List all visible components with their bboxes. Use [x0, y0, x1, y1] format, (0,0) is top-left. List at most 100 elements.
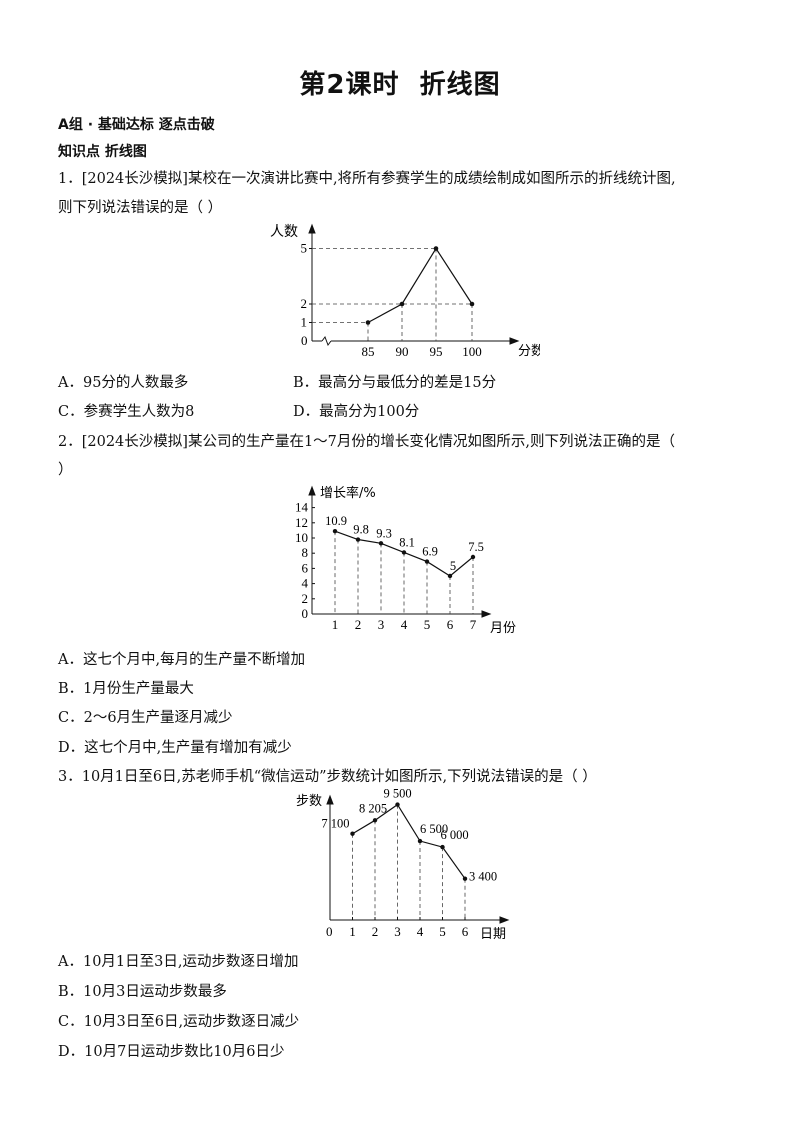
chart2-y-tick-label: 10	[295, 530, 308, 545]
chart1-point	[365, 320, 371, 325]
chart2-x-tick-label: 2	[355, 617, 362, 632]
chart2-y-tick-label: 4	[302, 576, 309, 591]
chart3-point	[417, 838, 423, 844]
chart3-point	[372, 818, 378, 823]
chart3-x-tick-label: 6	[462, 924, 469, 939]
chart3-point	[462, 876, 468, 881]
chart1-point	[469, 301, 475, 307]
chart3-data-label: 6 000	[441, 828, 469, 842]
chart1-x-tick-label: 85	[362, 344, 375, 359]
chart-1: 85 90 95 100 1 2 5 人数 分数 0	[270, 223, 540, 359]
q2-option-a: A．这七个月中,每月的生产量不断增加	[58, 652, 306, 668]
chart1-point	[433, 246, 439, 251]
group-heading: A组 · 基础达标 逐点击破	[58, 117, 215, 133]
chart2-ylabel: 增长率/%	[320, 485, 376, 501]
chart3-x-tick-label: 4	[417, 924, 424, 939]
chart2-data-label: 5	[450, 559, 456, 573]
chart2-y-tick-label: 12	[295, 515, 308, 530]
chart2-point	[424, 559, 430, 564]
chart3-xlabel: 日期	[480, 927, 506, 942]
chart3-point	[440, 844, 445, 850]
chart3-data-label: 7 100	[321, 817, 349, 831]
chart3-point	[350, 831, 355, 836]
chart1-y-tick-label: 5	[301, 241, 308, 256]
chart3-data-label: 8 205	[359, 801, 387, 815]
chart3-series-line	[352, 803, 466, 880]
chart2-point	[470, 554, 476, 560]
chart3-ylabel: 步数	[296, 794, 322, 809]
chart3-x-tick-label: 1	[349, 924, 356, 939]
q3-option-a: A．10月1日至3日,运动步数逐日增加	[58, 954, 299, 970]
chart2-y-arrow	[308, 485, 316, 496]
q2-option-b: B．1月份生产量最大	[58, 681, 194, 697]
lesson-label: 第2课时	[299, 70, 400, 100]
chart1-point	[399, 301, 405, 307]
q3-stem-line1: 3．10月1日至6日,苏老师手机“微信运动”步数统计如图所示,下列说法错误的是（…	[58, 769, 597, 785]
q2-option-c: C．2～6月生产量逐月减少	[58, 710, 233, 726]
chart3-x-tick-label: 3	[394, 924, 401, 939]
chart1-y-arrow	[308, 223, 316, 234]
chart2-point	[378, 541, 384, 546]
q1-stem-line2: 则下列说法错误的是（ ）	[58, 200, 223, 216]
chart2-x-tick-label: 7	[470, 617, 477, 632]
chart1-y-tick-label: 1	[301, 315, 308, 330]
chart3-data-label: 6 500	[420, 822, 448, 836]
q2-option-d: D．这七个月中,生产量有增加有减少	[58, 740, 292, 756]
chart2-data-label: 9.3	[376, 526, 392, 540]
chart2-y-tick-label: 0	[302, 606, 309, 621]
q1-option-c: C．参赛学生人数为8	[58, 404, 195, 420]
chart1-axis-break	[321, 335, 332, 347]
chart2-point	[332, 528, 338, 534]
chart2-xlabel: 月份	[490, 621, 516, 636]
chart2-data-label: 8.1	[399, 535, 415, 549]
chart2-x-tick-label: 6	[447, 617, 454, 632]
chart3-x-tick-label: 5	[439, 924, 446, 939]
chart1-x-tick-label: 95	[430, 344, 443, 359]
chart2-point	[401, 550, 407, 555]
chart3-x-tick-label: 2	[372, 924, 379, 939]
chart3-origin: 0	[326, 924, 333, 939]
chart1-series-line	[367, 247, 473, 324]
q1-option-d: D．最高分为100分	[293, 404, 420, 420]
q2-stem-line2: ）	[58, 462, 73, 478]
knowledge-point-heading: 知识点 折线图	[58, 144, 147, 160]
chart1-x-tick-label: 100	[462, 344, 482, 359]
chart2-y-tick-label: 2	[302, 591, 309, 606]
chart2-x-arrow	[481, 610, 492, 618]
chart3-data-label: 9 500	[383, 788, 411, 801]
chart1-y-tick-label: 2	[301, 296, 308, 311]
q3-option-c: C．10月3日至6日,运动步数逐日减少	[58, 1014, 300, 1030]
chart2-point	[355, 537, 361, 542]
chart1-x-arrow	[509, 337, 520, 345]
chart2-x-tick-label: 5	[424, 617, 431, 632]
chart1-origin: 0	[301, 333, 308, 348]
chart3-x-arrow	[499, 916, 510, 924]
chart2-data-label: 10.9	[325, 514, 347, 528]
q1-option-b: B．最高分与最低分的差是15分	[293, 375, 497, 391]
chart2-point	[447, 573, 453, 579]
chart3-y-arrow	[326, 794, 334, 805]
chart2-y-tick-label: 6	[302, 560, 309, 575]
chart1-xlabel: 分数	[518, 344, 540, 359]
chart2-y-tick-label: 14	[295, 500, 309, 515]
chart1-ylabel: 人数	[270, 224, 298, 240]
page-title: 第2课时 折线图	[0, 64, 800, 101]
chart3-data-label: 3 400	[469, 870, 497, 884]
chart2-data-label: 7.5	[468, 540, 484, 554]
topic-label: 折线图	[419, 70, 501, 100]
chart2-x-tick-label: 4	[401, 617, 408, 632]
chart2-data-label: 6.9	[422, 545, 438, 559]
chart2-x-tick-label: 1	[332, 617, 339, 632]
chart2-data-label: 9.8	[353, 523, 369, 537]
chart2-x-tick-label: 3	[378, 617, 385, 632]
q2-stem-line1: 2．[2024长沙模拟]某公司的生产量在1～7月份的增长变化情况如图所示,则下列…	[58, 434, 675, 450]
chart2-y-tick-label: 8	[302, 545, 309, 560]
chart3-point	[395, 802, 400, 807]
q1-stem-line1: 1．[2024长沙模拟]某校在一次演讲比赛中,将所有参赛学生的成绩绘制成如图所示…	[58, 171, 676, 187]
q3-option-b: B．10月3日运动步数最多	[58, 984, 227, 1000]
q3-option-d: D．10月7日运动步数比10月6日少	[58, 1044, 285, 1060]
q1-option-a: A．95分的人数最多	[58, 375, 189, 391]
chart1-x-tick-label: 90	[396, 344, 409, 359]
